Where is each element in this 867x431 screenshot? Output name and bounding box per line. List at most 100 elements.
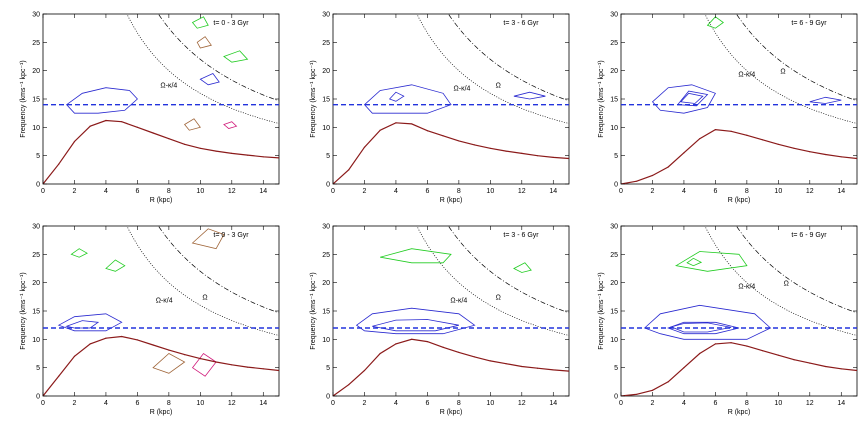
y-tick-label: 0: [614, 394, 618, 401]
plot-area: [333, 226, 569, 396]
series-point: [278, 157, 279, 159]
contour-green-3: [70, 248, 88, 258]
series-point: [521, 152, 523, 154]
chart-panel-2: 0 2 4 6 8 10 12 14 0 5 10 15 20 25 30 R (kpc) Frequency …: [310, 12, 570, 204]
series-point: [793, 147, 795, 149]
plot-area: [43, 14, 279, 184]
panel-title: t= 6 - 9 Gyr: [791, 20, 827, 27]
y-tick-label: 20: [610, 68, 618, 75]
x-tick-label: 6: [135, 188, 139, 195]
plot-area: [43, 226, 279, 396]
series-point: [793, 359, 795, 361]
y-tick-label: 5: [326, 365, 330, 372]
series-point: [714, 129, 717, 131]
series-point: [667, 381, 669, 383]
series-line-omega-kappa2: [43, 335, 279, 396]
x-tick-label: 12: [228, 400, 236, 407]
chart-panel-4: 0 2 4 6 8 10 12 14 0 5 10 15 20 25 30 R (kpc) Frequency …: [20, 224, 280, 416]
y-axis-label: Frequency (kms⁻¹ kpc⁻¹): [310, 272, 317, 349]
x-tick-label: 10: [774, 188, 782, 195]
x-tick-label: 12: [228, 188, 236, 195]
series-point: [458, 351, 460, 353]
plot-area: [333, 14, 569, 184]
series-point: [505, 150, 507, 152]
y-tick-label: 0: [326, 394, 330, 401]
y-tick-label: 30: [322, 224, 330, 231]
series-point: [746, 345, 748, 347]
series-point: [215, 150, 217, 152]
series-point: [152, 344, 154, 346]
series-point: [121, 121, 123, 123]
y-tick-label: 20: [32, 280, 40, 287]
plot-area: [621, 14, 857, 184]
series-point: [474, 356, 476, 358]
contour-blue-2: [372, 319, 459, 332]
x-tick-label: 2: [73, 400, 77, 407]
y-tick-label: 10: [32, 125, 40, 132]
x-tick-label: 12: [518, 400, 526, 407]
series-point: [426, 341, 428, 343]
x-tick-label: 8: [167, 188, 171, 195]
y-tick-label: 0: [326, 182, 330, 189]
curve-annotation: Ω: [496, 83, 501, 90]
curve-annotation: Ω: [496, 295, 501, 302]
contour-brown-6: [152, 353, 186, 374]
x-tick-label: 14: [259, 400, 267, 407]
curve-annotation: Ω-κ/4: [738, 283, 755, 290]
curve-annotation: Ω-κ/4: [738, 71, 755, 78]
series-point: [215, 361, 217, 363]
x-tick-label: 12: [806, 188, 814, 195]
y-tick-label: 10: [610, 337, 618, 344]
contour-blue-1: [363, 84, 452, 114]
series-point: [136, 339, 138, 341]
contour-green-5: [706, 16, 724, 29]
series-line-omega-kappa2: [333, 122, 569, 184]
series-point: [231, 152, 233, 154]
series-point: [395, 343, 397, 345]
x-tick-label: 0: [331, 400, 335, 407]
chart-panel-3: 0 2 4 6 8 10 12 14 0 5 10 15 20 25 30 R (kpc) Frequency …: [598, 12, 858, 204]
series-point: [348, 169, 350, 171]
series-point: [730, 130, 732, 132]
contour-blue-2: [679, 92, 704, 104]
omega-curve: [158, 14, 279, 102]
series-point: [152, 132, 154, 134]
x-tick-label: 8: [745, 400, 749, 407]
series-point: [824, 153, 827, 156]
omega-curve: [158, 226, 279, 314]
series-point: [746, 134, 748, 136]
x-tick-label: 2: [363, 400, 367, 407]
y-axis-label: Frequency (kms⁻¹ kpc⁻¹): [310, 60, 317, 137]
x-tick-label: 14: [549, 400, 557, 407]
y-tick-label: 15: [610, 97, 618, 104]
series-point: [699, 352, 701, 355]
contour-green-5: [686, 257, 703, 267]
omega-curve: [448, 226, 569, 314]
x-tick-label: 4: [104, 400, 108, 407]
y-tick-label: 15: [32, 97, 40, 104]
series-point: [426, 130, 428, 132]
x-tick-label: 14: [837, 400, 845, 407]
x-tick-label: 14: [837, 188, 845, 195]
series-point: [809, 151, 811, 153]
x-tick-label: 10: [486, 400, 494, 407]
x-tick-label: 2: [73, 188, 77, 195]
y-tick-label: 20: [322, 280, 330, 287]
series-point: [199, 358, 201, 360]
series-point: [824, 365, 827, 368]
curve-annotation: Ω: [202, 295, 207, 302]
series-point: [262, 156, 264, 158]
series-point: [442, 135, 444, 137]
contour-blue-1: [651, 84, 716, 114]
x-axis-label: R (kpc): [728, 197, 751, 204]
series-point: [442, 346, 444, 348]
series-point: [246, 154, 249, 156]
y-tick-label: 15: [322, 309, 330, 316]
omega-curve: [448, 14, 569, 102]
contour-blue-1: [65, 87, 138, 114]
y-tick-label: 30: [610, 224, 618, 231]
contour-brown-5: [183, 118, 201, 131]
series-line-omega-kappa2: [621, 128, 857, 184]
x-tick-label: 4: [104, 188, 108, 195]
series-point: [730, 342, 732, 344]
